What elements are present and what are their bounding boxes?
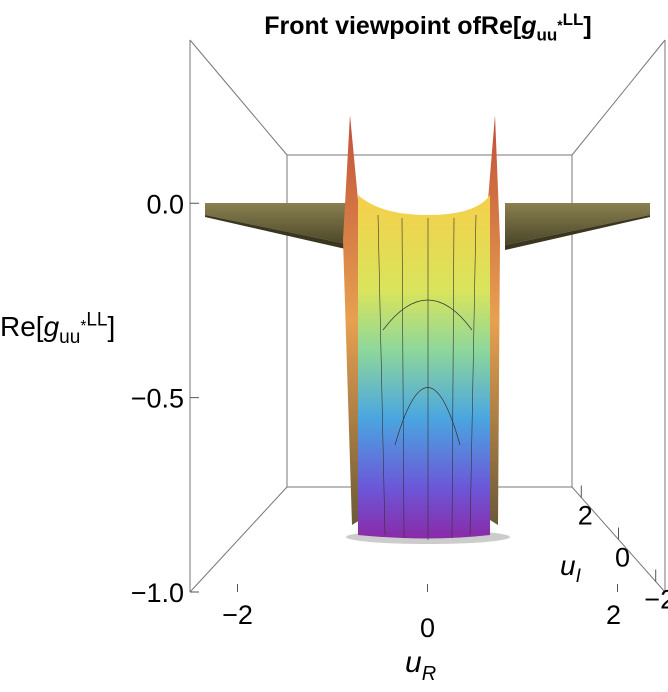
y-tick-label: −2: [644, 585, 668, 615]
y-axis-label: uI: [560, 550, 582, 587]
formula-part: u: [560, 550, 576, 581]
title-text: Front viewpoint of: [264, 12, 481, 40]
formula-part: I: [576, 566, 582, 587]
formula-part: u: [405, 646, 422, 679]
formula-part: g: [520, 12, 536, 40]
formula-part: ]: [583, 12, 591, 40]
surface: [205, 115, 650, 544]
y-tick-label: 2: [578, 501, 593, 531]
formula-part: R: [422, 663, 436, 685]
x-tick-label: 2: [606, 600, 621, 630]
formula-part: Re[: [481, 12, 522, 40]
formula-part: LL: [563, 10, 584, 29]
formula-part: g: [44, 311, 60, 342]
formula-part: ]: [108, 311, 116, 342]
z-axis-label: Re[guu*LL]: [0, 310, 115, 348]
x-tick-label: −2: [222, 600, 253, 630]
formula-part: uu: [59, 327, 80, 348]
chart-title: Front viewpoint ofRe[guu*LL]: [264, 10, 591, 45]
x-axis-label: uR: [405, 646, 436, 685]
formula-part: uu: [536, 25, 557, 44]
y-tick-label: 0: [615, 543, 630, 573]
z-tick-label: 0.0: [146, 189, 184, 219]
z-tick-label: −1.0: [131, 578, 184, 608]
formula-part: *: [80, 318, 86, 335]
formula-part: *: [557, 18, 563, 33]
x-tick-label: 0: [420, 613, 435, 643]
z-tick-label: −0.5: [131, 384, 184, 414]
formula-part: Re[: [0, 311, 44, 342]
formula-part: LL: [86, 310, 107, 331]
